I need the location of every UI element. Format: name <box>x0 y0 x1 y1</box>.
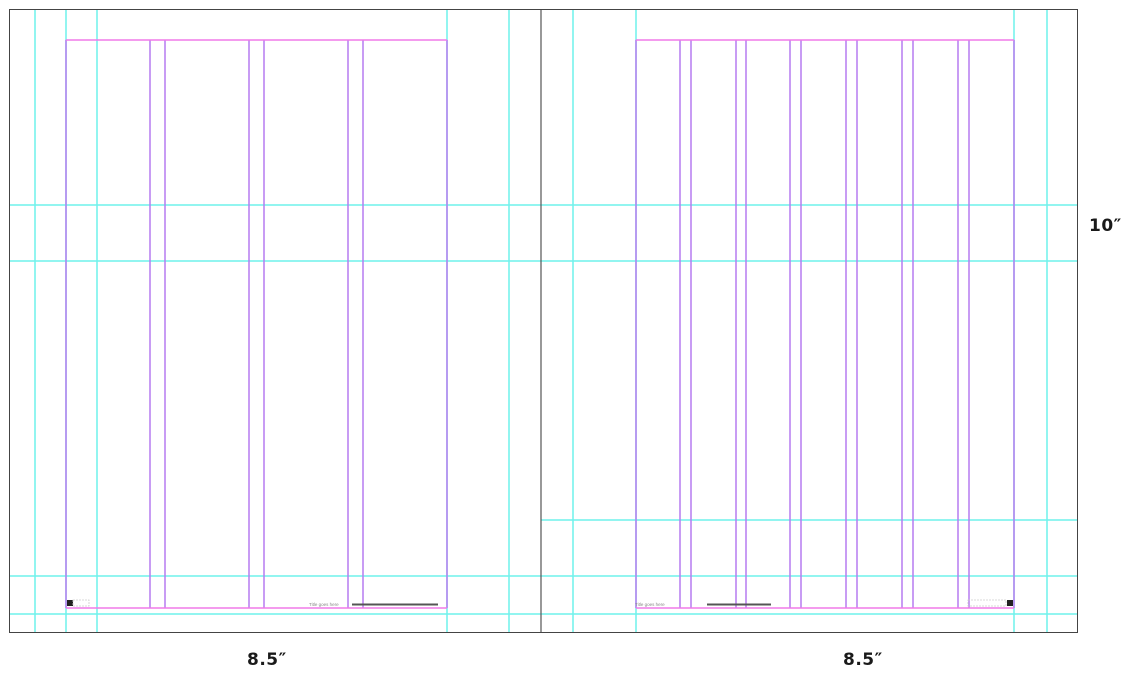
right-running-footer: Title goes here <box>635 602 665 607</box>
spread-border <box>9 9 1078 633</box>
right-page-footer: Title goes here <box>635 599 1013 607</box>
left-page-columns <box>65 40 448 608</box>
left-page-footer: Title goes here <box>67 599 438 607</box>
left-running-footer: Title goes here <box>309 602 339 607</box>
right-page-columns <box>635 40 1015 608</box>
left-footer-rule <box>352 603 438 606</box>
vertical-guides <box>34 10 1048 632</box>
page-height-label: 10″ <box>1089 216 1122 236</box>
horizontal-guides <box>10 204 1077 615</box>
page-number-frame <box>72 599 90 607</box>
page-number-marker-icon <box>67 600 73 606</box>
margin-frames <box>66 39 1014 609</box>
page-number-frame <box>967 599 1007 607</box>
page-number-marker-icon <box>1007 600 1013 606</box>
right-page-width-label: 8.5″ <box>843 650 883 670</box>
right-footer-rule <box>707 603 771 606</box>
left-page-width-label: 8.5″ <box>247 650 287 670</box>
